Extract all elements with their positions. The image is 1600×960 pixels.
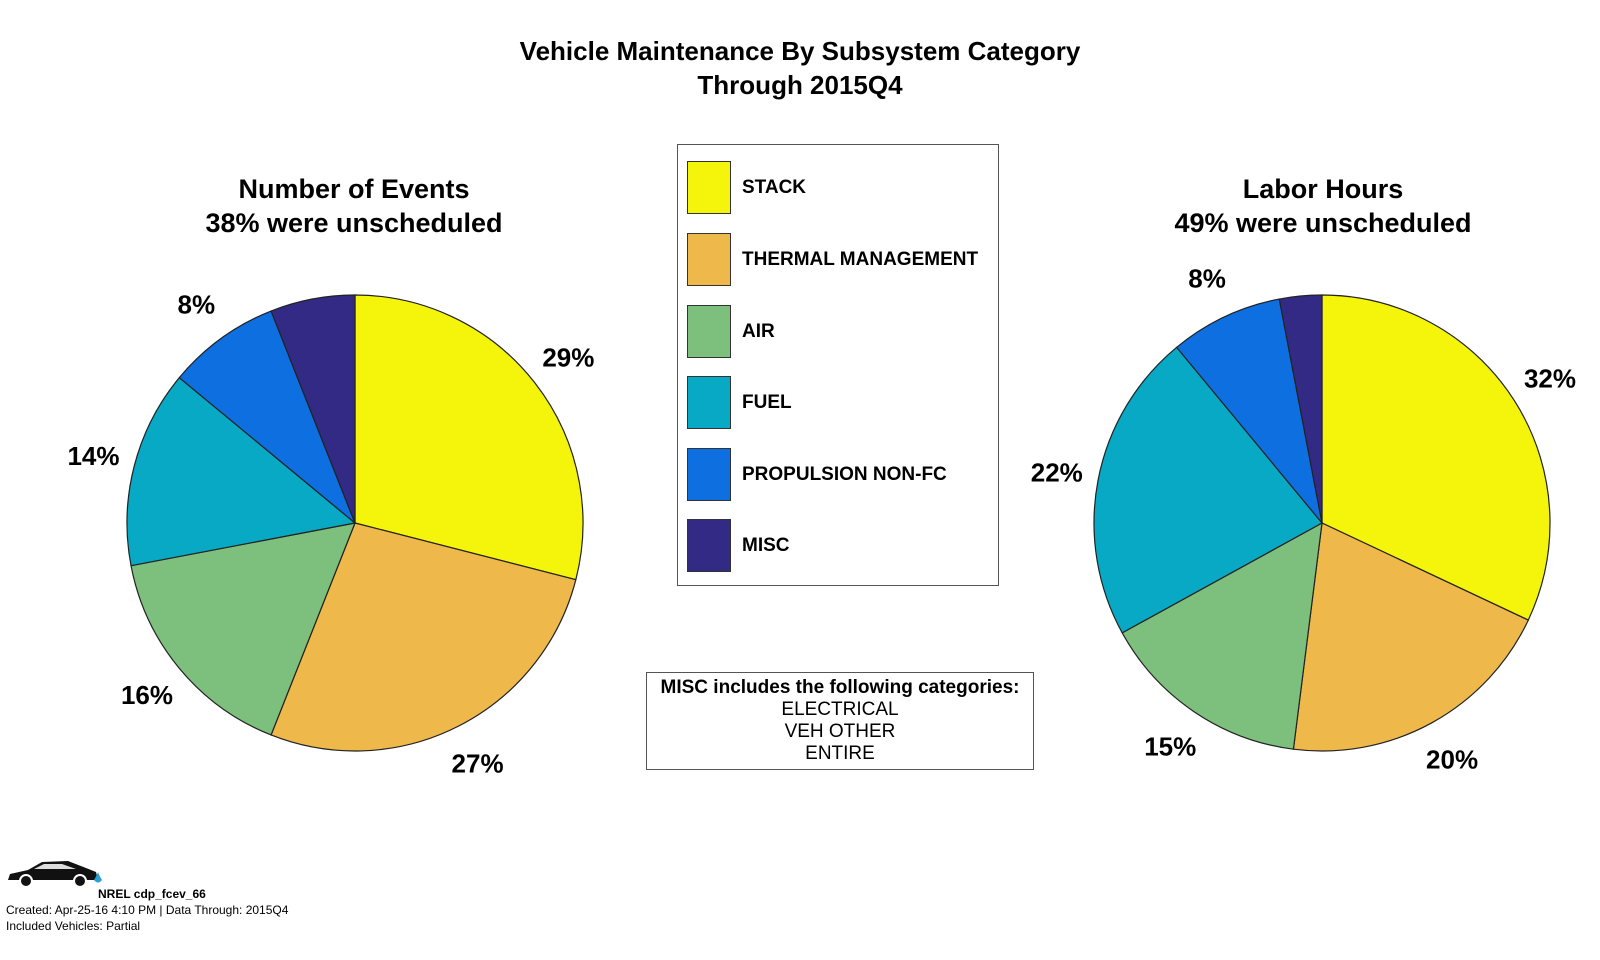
left-pie-slice-fuel <box>126 376 357 567</box>
legend-swatch-thermal-management <box>687 233 731 286</box>
right-pie-slice-misc <box>1278 294 1323 524</box>
misc-note-item: ENTIRE <box>805 743 875 764</box>
left-pie-data-label: 8% <box>178 290 216 320</box>
legend-label-misc: MISC <box>742 535 790 556</box>
legend-item-misc: MISC <box>687 519 987 573</box>
right-pie-title: Labor Hours <box>1242 174 1404 204</box>
legend: STACK THERMAL MANAGEMENT AIR FUEL PROPUL… <box>677 144 999 586</box>
legend-swatch-propulsion-non-fc <box>687 448 731 501</box>
left-pie-data-label: 14% <box>67 441 119 471</box>
right-pie-subtitle: 49% were unscheduled <box>1174 208 1472 238</box>
legend-label-thermal-management: THERMAL MANAGEMENT <box>742 249 979 270</box>
legend-item-thermal-management: THERMAL MANAGEMENT <box>687 233 987 287</box>
left-pie-data-label: 16% <box>121 680 173 710</box>
left-pie-heading: Number of Events 38% were unscheduled <box>124 172 584 240</box>
legend-label-propulsion-non-fc: PROPULSION NON-FC <box>742 464 947 485</box>
misc-note: MISC includes the following categories: … <box>646 672 1034 770</box>
chart-title-line1: Vehicle Maintenance By Subsystem Categor… <box>519 36 1081 66</box>
right-pie-slice-propulsion-non-fc <box>1175 298 1323 524</box>
left-pie-data-label: 27% <box>452 749 504 779</box>
right-pie-data-label: 15% <box>1144 731 1196 761</box>
footer-created: Created: Apr-25-16 4:10 PM | Data Throug… <box>6 903 289 917</box>
misc-note-item: VEH OTHER <box>784 721 896 742</box>
chart-title-line2: Through 2015Q4 <box>697 70 903 100</box>
legend-label-stack: STACK <box>742 177 807 198</box>
legend-swatch-fuel <box>687 376 731 429</box>
footer: NREL cdp_fcev_66 Created: Apr-25-16 4:10… <box>6 861 289 934</box>
left-pie-slice-thermal-management <box>270 522 577 752</box>
legend-label-fuel: FUEL <box>742 392 792 413</box>
right-pie-data-label: 8% <box>1188 264 1226 294</box>
right-pie-slice-stack <box>1321 294 1551 621</box>
footer-id: NREL cdp_fcev_66 <box>98 887 206 901</box>
left-pie-data-label: 29% <box>542 343 594 373</box>
chart-title: Vehicle Maintenance By Subsystem Categor… <box>0 34 1600 102</box>
misc-note-item: ELECTRICAL <box>781 699 899 720</box>
legend-item-fuel: FUEL <box>687 376 987 430</box>
left-pie-slice-stack <box>354 294 584 581</box>
left-pie-slice-air <box>130 522 356 736</box>
legend-swatch-misc <box>687 519 731 572</box>
legend-item-propulsion-non-fc: PROPULSION NON-FC <box>687 448 987 502</box>
legend-swatch-stack <box>687 161 731 214</box>
legend-item-air: AIR <box>687 305 987 359</box>
legend-label-air: AIR <box>742 321 775 342</box>
legend-swatch-air <box>687 305 731 358</box>
car-logo-icon <box>8 861 102 888</box>
right-pie-data-label: 20% <box>1426 745 1478 775</box>
left-pie-title: Number of Events <box>238 174 470 204</box>
misc-note-heading: MISC includes the following categories: <box>660 677 1020 698</box>
left-pie-subtitle: 38% were unscheduled <box>205 208 503 238</box>
legend-item-stack: STACK <box>687 161 987 215</box>
left-pie-slice-misc <box>270 294 356 524</box>
right-pie-slice-fuel <box>1093 346 1323 634</box>
right-pie-data-label: 22% <box>1031 457 1083 487</box>
right-pie-heading: Labor Hours 49% were unscheduled <box>1093 172 1553 240</box>
right-pie-slice-thermal-management <box>1292 522 1530 752</box>
footer-included-vehicles: Included Vehicles: Partial <box>6 919 141 933</box>
right-pie-data-label: 32% <box>1524 363 1576 393</box>
left-pie-slice-propulsion-non-fc <box>178 310 356 524</box>
right-pie-slice-air <box>1121 521 1323 750</box>
